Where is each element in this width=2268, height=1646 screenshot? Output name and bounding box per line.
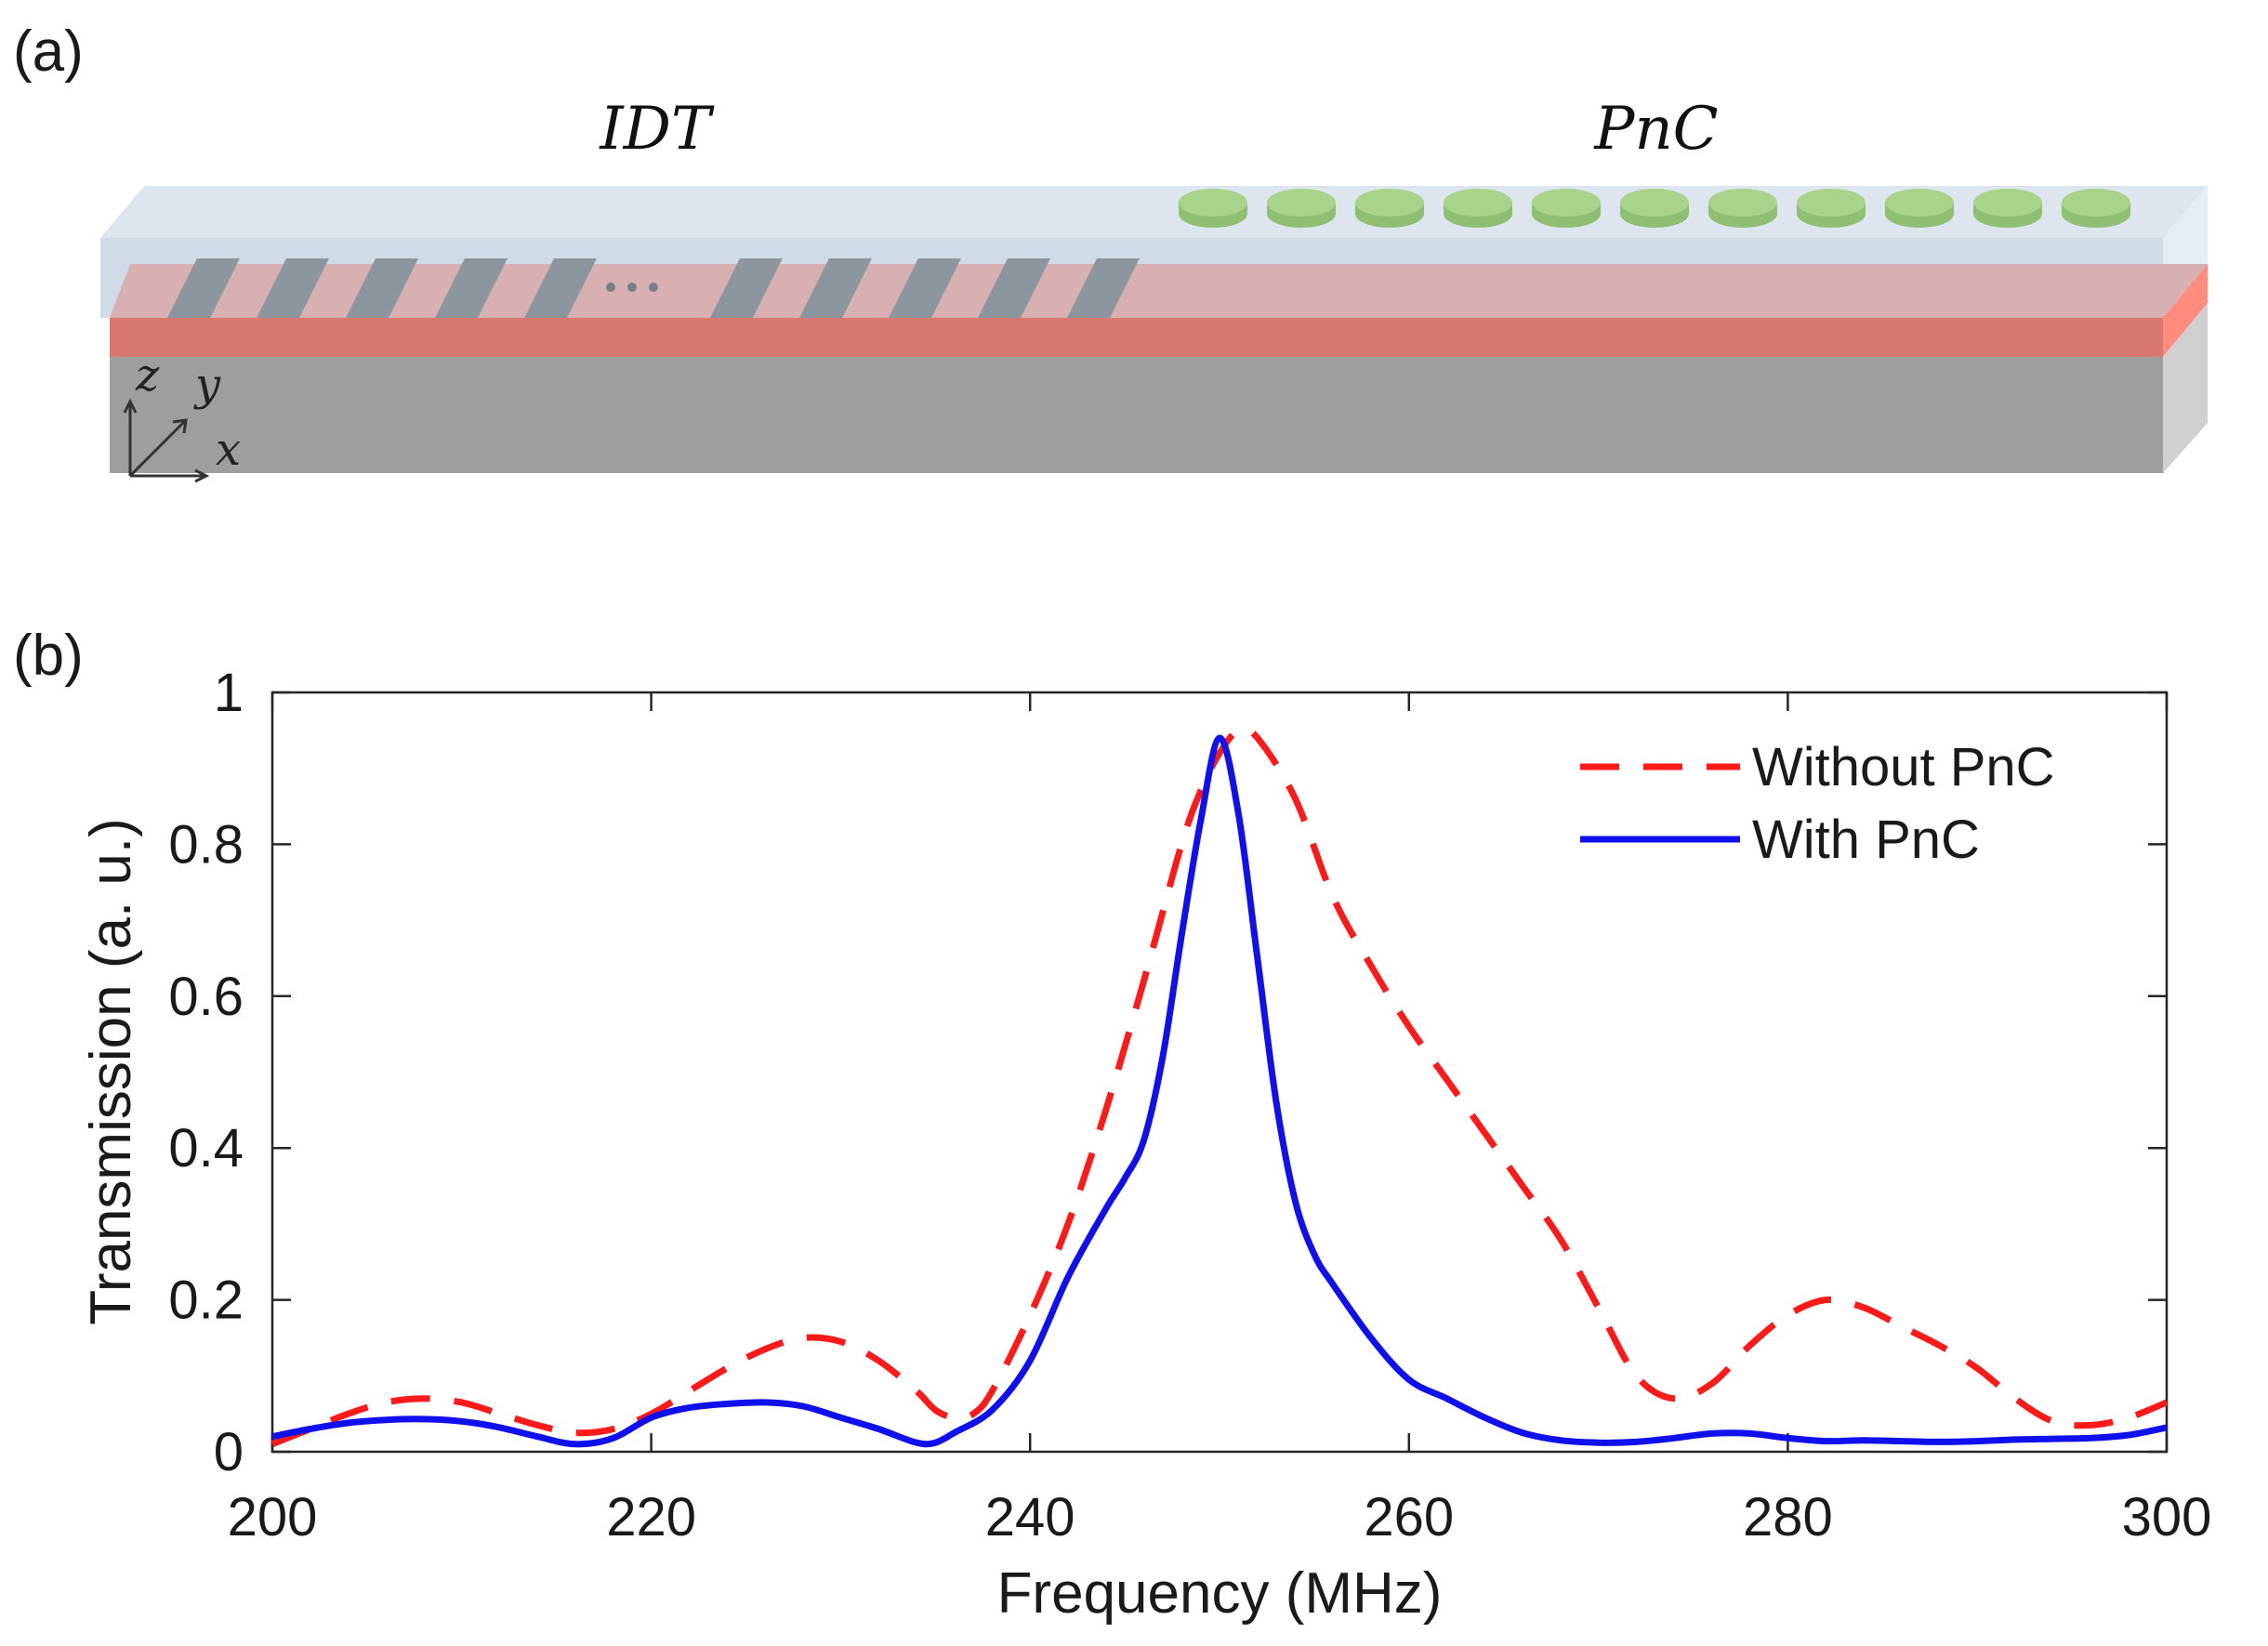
x-axis-label: x [216, 424, 241, 476]
ellipsis-dot [606, 283, 615, 292]
idt-label: IDT [599, 95, 715, 164]
pnc-label: PnC [1593, 95, 1718, 164]
series-line-with-pnc [271, 734, 2168, 1448]
pillar-top [1620, 189, 1689, 217]
pillar-top [1885, 189, 1954, 217]
transmission-chart: 200 220 240 260 280 300 0 0.2 0.4 0.6 0.8 1 Frequen… [79, 663, 2211, 1626]
panel-b-label: (b) [13, 624, 84, 688]
pnc-pillar [1267, 189, 1336, 228]
idt-electrode [524, 258, 597, 318]
x-tick-label: 200 [228, 1487, 318, 1547]
idt-electrode [978, 258, 1050, 318]
x-tick-label: 280 [1743, 1487, 1833, 1547]
pillar-top [1797, 189, 1866, 217]
x-tick-label: 220 [606, 1487, 696, 1547]
panel-b: (b) 200 220 240 260 280 300 0 0.2 0.4 0.6 0.8 1 Fre… [13, 624, 2211, 1626]
panel-a-label: (a) [13, 20, 84, 84]
idt-ellipsis [606, 283, 658, 292]
pnc-pillar [1885, 189, 1954, 228]
pnc-pillar [2062, 189, 2130, 228]
legend-label-without-pnc: Without PnC [1752, 737, 2055, 797]
idt-electrode [1067, 258, 1140, 318]
piezo-layer-side-face [2163, 264, 2208, 357]
device-block: z y x [100, 186, 2208, 483]
x-axis-arrowhead [194, 468, 210, 483]
y-axis-arrowhead [172, 418, 188, 434]
pnc-pillar [1973, 189, 2042, 228]
x-tick-label: 260 [1364, 1487, 1454, 1547]
pillar-top [1532, 189, 1601, 217]
x-tick-label: 240 [985, 1487, 1075, 1547]
y-axis-title: Transmission (a. u.) [79, 818, 143, 1325]
pillar-top [2062, 189, 2130, 217]
y-tick-label: 0.2 [168, 1271, 244, 1331]
idt-electrode [346, 258, 418, 318]
pillar-top [1267, 189, 1336, 217]
y-tick-label: 0.4 [168, 1118, 244, 1179]
pillar-top [1355, 189, 1424, 217]
y-tick-label: 0.6 [168, 967, 244, 1027]
piezo-layer-front-face [110, 318, 2164, 357]
idt-electrode [257, 258, 329, 318]
y-tick-label: 1 [214, 663, 244, 723]
pnc-pillar [1355, 189, 1424, 228]
idt-electrode [167, 258, 240, 318]
x-axis-title: Frequency (MHz) [997, 1561, 1443, 1626]
plot-area [270, 691, 2169, 1454]
y-axis-label: y [193, 359, 221, 411]
z-axis-label: z [135, 349, 160, 402]
pnc-pillar [1532, 189, 1601, 228]
legend-label-with-pnc: With PnC [1752, 810, 1980, 870]
piezo-layer-top-face [110, 264, 2208, 318]
pillar-top [1179, 189, 1247, 217]
series-lines [270, 725, 2169, 1448]
substrate-side-face [2163, 303, 2208, 473]
pillar-top [1708, 189, 1777, 217]
pnc-pillar [1444, 189, 1512, 228]
idt-electrode [710, 258, 783, 318]
ellipsis-dot [649, 283, 658, 292]
pnc-pillar [1179, 189, 1247, 228]
idt-electrodes [167, 258, 1140, 318]
pnc-pillar [1797, 189, 1866, 228]
coordinate-axes [123, 398, 210, 483]
series-line-without-pnc [270, 725, 2169, 1448]
z-axis-arrowhead [123, 398, 138, 414]
idt-electrode [435, 258, 508, 318]
y-tick-label: 0 [214, 1422, 244, 1482]
x-tick-label: 300 [2122, 1487, 2212, 1547]
substrate-front-face [110, 357, 2164, 473]
y-axis-arrow [128, 418, 188, 478]
idt-electrode [889, 258, 961, 318]
pnc-pillar [1620, 189, 1689, 228]
pillar-top [1973, 189, 2042, 217]
ellipsis-dot [627, 283, 637, 292]
idt-electrode [799, 258, 872, 318]
pillar-top [1444, 189, 1512, 217]
panel-a: (a) IDT PnC [13, 20, 2208, 483]
pnc-pillars [1179, 189, 2130, 228]
axis-ticks [270, 691, 2169, 1454]
tick-labels: 200 220 240 260 280 300 0 0.2 0.4 0.6 0.8 1 [168, 663, 2211, 1547]
y-tick-label: 0.8 [168, 814, 244, 875]
pnc-pillar [1708, 189, 1777, 228]
legend: Without PnC With PnC [1580, 737, 2055, 870]
